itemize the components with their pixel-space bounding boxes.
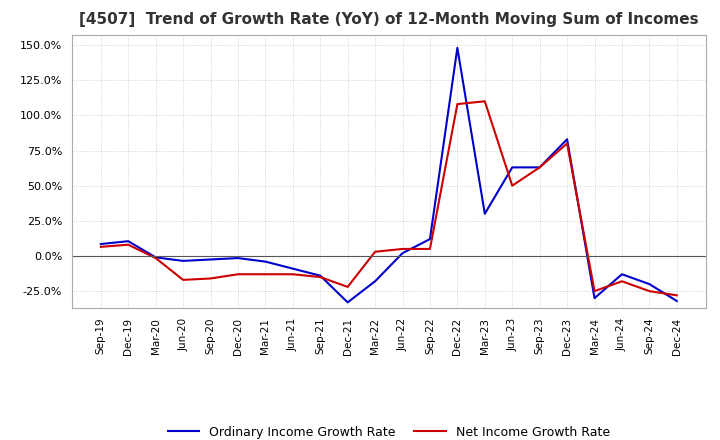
- Ordinary Income Growth Rate: [398, 250, 407, 256]
- Ordinary Income Growth Rate: [316, 273, 325, 278]
- Net Income Growth Rate: [233, 271, 242, 277]
- Net Income Growth Rate: [480, 99, 489, 104]
- Ordinary Income Growth Rate: [508, 165, 516, 170]
- Net Income Growth Rate: [179, 277, 187, 282]
- Ordinary Income Growth Rate: [590, 296, 599, 301]
- Ordinary Income Growth Rate: [233, 256, 242, 261]
- Net Income Growth Rate: [398, 246, 407, 252]
- Net Income Growth Rate: [124, 242, 132, 247]
- Net Income Growth Rate: [289, 271, 297, 277]
- Ordinary Income Growth Rate: [426, 236, 434, 242]
- Net Income Growth Rate: [563, 141, 572, 146]
- Title: [4507]  Trend of Growth Rate (YoY) of 12-Month Moving Sum of Incomes: [4507] Trend of Growth Rate (YoY) of 12-…: [79, 12, 698, 27]
- Ordinary Income Growth Rate: [261, 259, 270, 264]
- Net Income Growth Rate: [206, 276, 215, 281]
- Net Income Growth Rate: [343, 284, 352, 290]
- Net Income Growth Rate: [371, 249, 379, 254]
- Legend: Ordinary Income Growth Rate, Net Income Growth Rate: Ordinary Income Growth Rate, Net Income …: [163, 421, 615, 440]
- Line: Net Income Growth Rate: Net Income Growth Rate: [101, 101, 677, 295]
- Net Income Growth Rate: [645, 289, 654, 294]
- Ordinary Income Growth Rate: [289, 266, 297, 271]
- Net Income Growth Rate: [508, 183, 516, 188]
- Ordinary Income Growth Rate: [371, 279, 379, 284]
- Net Income Growth Rate: [96, 244, 105, 249]
- Ordinary Income Growth Rate: [453, 45, 462, 51]
- Ordinary Income Growth Rate: [536, 165, 544, 170]
- Ordinary Income Growth Rate: [563, 136, 572, 142]
- Ordinary Income Growth Rate: [96, 242, 105, 247]
- Ordinary Income Growth Rate: [124, 238, 132, 244]
- Net Income Growth Rate: [618, 279, 626, 284]
- Net Income Growth Rate: [453, 102, 462, 107]
- Net Income Growth Rate: [316, 275, 325, 280]
- Ordinary Income Growth Rate: [151, 255, 160, 260]
- Net Income Growth Rate: [590, 289, 599, 294]
- Net Income Growth Rate: [672, 293, 681, 298]
- Ordinary Income Growth Rate: [672, 298, 681, 304]
- Net Income Growth Rate: [151, 256, 160, 261]
- Ordinary Income Growth Rate: [645, 282, 654, 287]
- Ordinary Income Growth Rate: [343, 300, 352, 305]
- Line: Ordinary Income Growth Rate: Ordinary Income Growth Rate: [101, 48, 677, 302]
- Net Income Growth Rate: [426, 246, 434, 252]
- Ordinary Income Growth Rate: [206, 257, 215, 262]
- Net Income Growth Rate: [536, 165, 544, 170]
- Net Income Growth Rate: [261, 271, 270, 277]
- Ordinary Income Growth Rate: [179, 258, 187, 264]
- Ordinary Income Growth Rate: [480, 211, 489, 216]
- Ordinary Income Growth Rate: [618, 271, 626, 277]
